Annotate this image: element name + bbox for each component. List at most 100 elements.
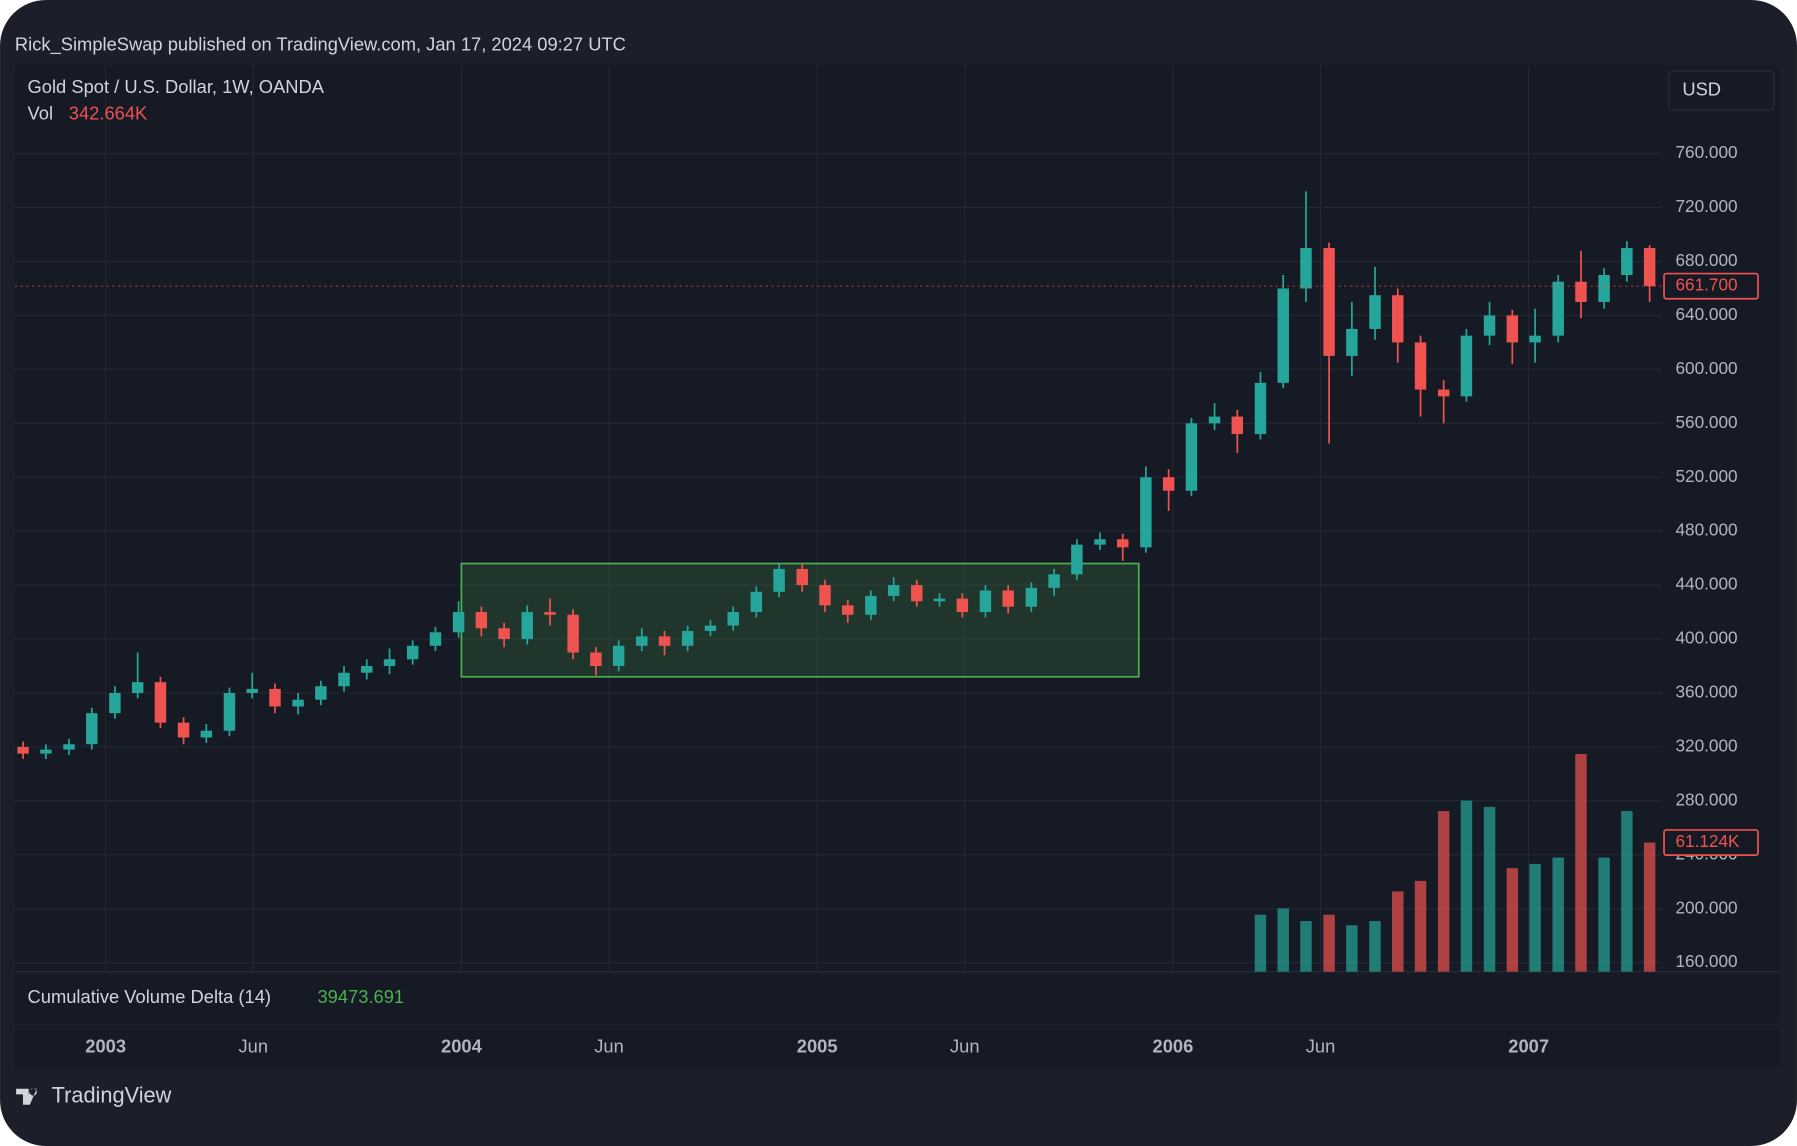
indicator-value: 39473.691 <box>317 986 404 1007</box>
candle-body <box>1208 416 1221 424</box>
candle-body <box>131 682 144 693</box>
candle-body <box>636 636 648 646</box>
candle-body <box>567 614 579 653</box>
candle-body <box>1231 416 1244 435</box>
candle-body <box>1575 281 1587 302</box>
y-tick-label: 200.000 <box>1675 897 1737 917</box>
candle-body <box>1140 477 1152 548</box>
last-price-box <box>1663 272 1759 300</box>
y-tick-label: 400.000 <box>1675 628 1737 648</box>
x-tick-label: 2007 <box>1508 1035 1549 1056</box>
x-tick-label: Jun <box>1306 1035 1336 1056</box>
indicator-pane <box>14 971 1780 1024</box>
candle-body <box>1071 544 1083 575</box>
candle-body <box>40 749 52 754</box>
candle-body <box>1529 335 1541 343</box>
candle-body <box>1162 477 1175 491</box>
candle-body <box>1483 315 1496 336</box>
candle-body <box>1506 315 1519 343</box>
x-tick-label: 2005 <box>797 1035 838 1056</box>
candle-body <box>1598 274 1610 302</box>
volume-bar <box>1392 891 1404 972</box>
volume-bar <box>1300 921 1312 972</box>
candle-body <box>956 598 969 613</box>
brand-logo <box>16 1088 37 1105</box>
candle-body <box>1621 248 1633 275</box>
y-tick-label: 680.000 <box>1675 250 1737 270</box>
volume-bar <box>1414 880 1427 972</box>
candle-body <box>475 612 488 629</box>
y-tick-label: 440.000 <box>1675 574 1737 594</box>
candle-body <box>1025 587 1038 607</box>
x-tick-label: Jun <box>239 1035 269 1056</box>
candle-body <box>223 692 236 731</box>
volume-bar <box>1437 811 1450 972</box>
candle-body <box>1369 295 1381 329</box>
candle-body <box>17 746 29 754</box>
candle-body <box>269 688 281 707</box>
currency-button[interactable] <box>1668 70 1775 111</box>
volume-bar <box>1346 925 1358 972</box>
volume-bar <box>1323 914 1335 972</box>
last-price-label: 661.700 <box>1675 275 1737 295</box>
volume-bar <box>1506 868 1519 972</box>
candle-body <box>842 605 854 615</box>
candle-body <box>1460 335 1473 397</box>
candle-body <box>819 585 831 606</box>
x-tick-label: 2003 <box>85 1035 126 1056</box>
y-tick-label: 320.000 <box>1675 735 1737 755</box>
candle-body <box>429 632 442 646</box>
y-tick-label: 520.000 <box>1675 466 1737 486</box>
candle-body <box>498 628 510 640</box>
plot <box>17 191 1656 972</box>
candle-body <box>1414 342 1427 390</box>
candle-body <box>544 612 556 615</box>
candle-body <box>200 730 213 738</box>
candle-body <box>773 568 785 592</box>
last-volume-label: 61.124K <box>1675 831 1740 851</box>
y-tick-label: 160.000 <box>1675 951 1737 971</box>
grid <box>14 65 1662 972</box>
x-tick-label: Jun <box>950 1035 980 1056</box>
x-tick-label: 2006 <box>1153 1035 1194 1056</box>
volume-bar <box>1598 857 1610 972</box>
symbol-title: Gold Spot / U.S. Dollar, 1W, OANDA <box>28 76 325 97</box>
candle-body <box>1254 382 1267 435</box>
brand-name: TradingView <box>52 1082 172 1107</box>
y-tick-label: 640.000 <box>1675 304 1737 324</box>
candle-body <box>1323 248 1335 356</box>
candle-body <box>86 713 98 745</box>
candle-body <box>361 666 373 673</box>
volume-bar <box>1254 914 1267 972</box>
y-tick-label: 720.000 <box>1675 196 1737 216</box>
candle-body <box>177 722 190 738</box>
volume-bar <box>1621 811 1633 972</box>
candle-body <box>452 612 465 633</box>
axes: 160.000200.000240.000280.000320.000360.0… <box>14 142 1759 1056</box>
candle-body <box>1277 288 1289 383</box>
published-line: Rick_SimpleSwap published on TradingView… <box>15 34 626 56</box>
candle-body <box>521 612 533 640</box>
volume-bar <box>1529 863 1541 972</box>
candle-body <box>727 612 739 626</box>
volume-bar <box>1643 842 1656 972</box>
candle-body <box>1552 281 1564 336</box>
candle-body <box>612 645 625 667</box>
volume-value: 342.664K <box>69 102 148 123</box>
indicator-name: Cumulative Volume Delta (14) <box>28 986 271 1007</box>
candle-body <box>406 645 419 660</box>
y-tick-label: 280.000 <box>1675 789 1737 809</box>
candle-body <box>1048 574 1060 588</box>
volume-bar <box>1483 806 1496 972</box>
candle-body <box>154 682 167 723</box>
candle-body <box>63 744 75 750</box>
candle-body <box>1300 248 1312 289</box>
currency-label[interactable]: USD <box>1682 78 1721 99</box>
candle-body <box>681 630 694 646</box>
y-tick-label: 560.000 <box>1675 412 1737 432</box>
candle-body <box>315 686 327 700</box>
candle-body <box>796 568 808 586</box>
volume-bar <box>1460 800 1473 972</box>
candle-body <box>1437 389 1450 397</box>
